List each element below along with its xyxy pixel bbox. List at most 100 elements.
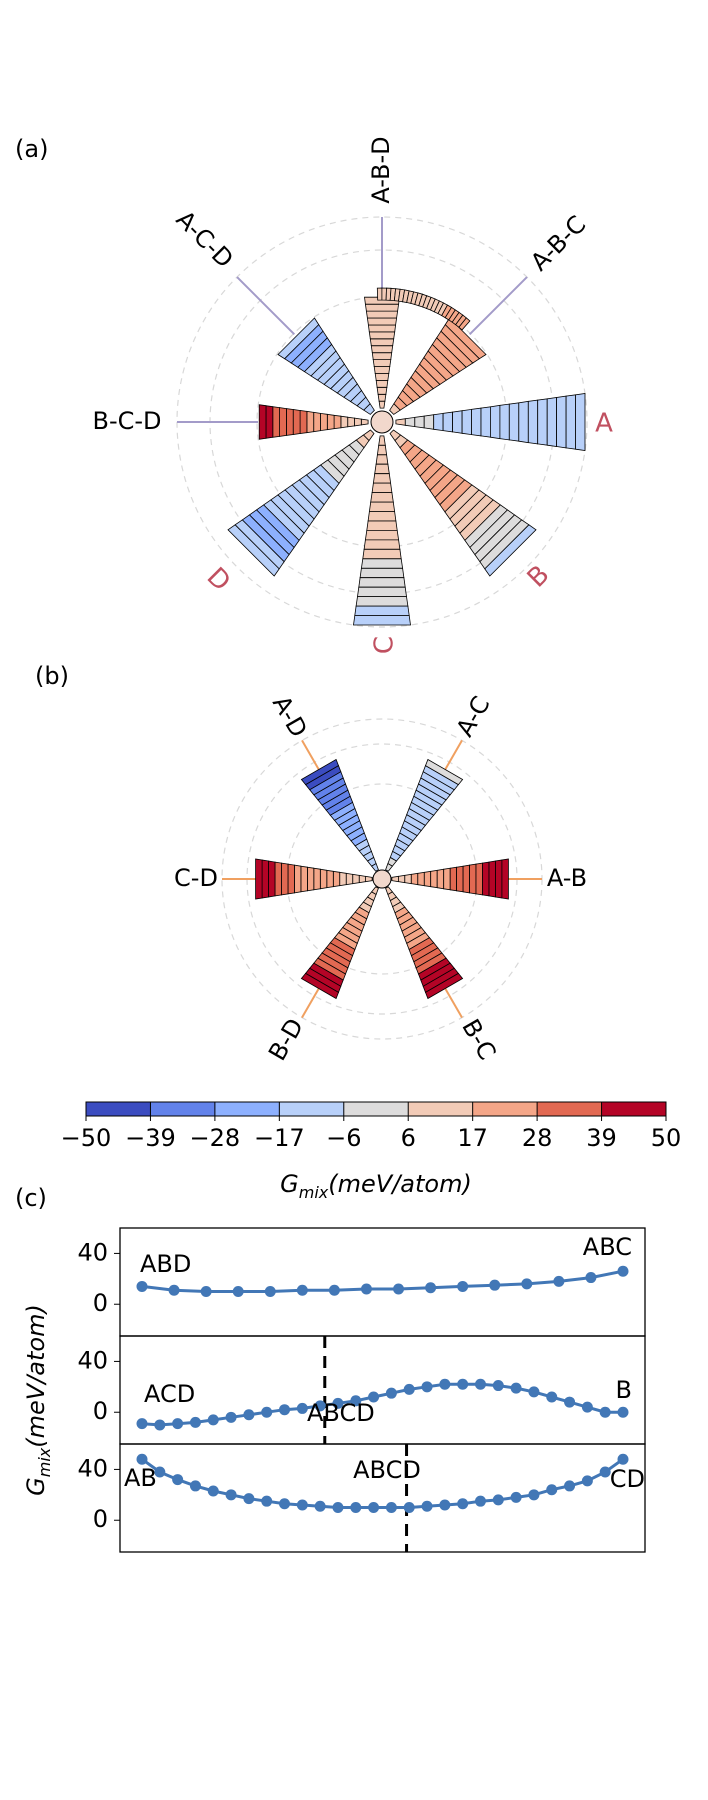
- wedge-segment: [293, 864, 302, 894]
- wedge-segment: [378, 435, 386, 446]
- wedge-segment: [319, 868, 328, 890]
- wedge-segment: [484, 524, 537, 577]
- colorbar-cell: [408, 1102, 474, 1116]
- wedge-segment: [495, 859, 503, 899]
- center-dot-b: [372, 869, 392, 889]
- wedge-segment: [365, 310, 399, 319]
- data-point: [564, 1396, 576, 1408]
- data-point: [492, 1494, 504, 1506]
- wedge-segment: [369, 338, 395, 347]
- wedge-segment: [279, 407, 287, 437]
- y-tick-label: 0: [93, 1397, 108, 1425]
- data-point: [553, 1275, 565, 1287]
- wedge-segment: [354, 605, 410, 616]
- data-point: [328, 1284, 340, 1296]
- data-point: [474, 1495, 486, 1507]
- spoke-a-d: [301, 739, 320, 771]
- wedge-segment: [575, 393, 586, 451]
- data-point: [207, 1414, 219, 1426]
- data-point: [261, 1406, 273, 1418]
- wedge-segment: [362, 548, 402, 560]
- plot-frame: [119, 1335, 646, 1445]
- data-point: [332, 1502, 344, 1514]
- wedge-segment: [482, 861, 490, 897]
- wedge-c-d: [255, 858, 373, 900]
- spoke-b-d: [301, 987, 320, 1019]
- middle-label: ABCD: [307, 1399, 375, 1427]
- arc-segment: [376, 287, 383, 301]
- wedge-segment: [378, 400, 386, 409]
- wedge-segment: [258, 404, 267, 440]
- wedge-segment: [499, 403, 510, 441]
- data-point: [189, 1416, 201, 1428]
- wedge-segment: [268, 860, 276, 898]
- colorbar-cell: [343, 1102, 409, 1116]
- label-b-d: B-D: [263, 1014, 309, 1066]
- y-tick-label: 0: [93, 1289, 108, 1317]
- wedge-segment: [358, 874, 367, 884]
- wedge-segment: [366, 520, 398, 531]
- colorbar: −50 −39 −28 −17 −6 6 17 28 39 50 Gmix(meV/atom): [61, 1101, 681, 1202]
- colorbar-tick-label: −6: [326, 1124, 361, 1152]
- wedge-segment: [371, 352, 393, 361]
- wedge-a-b-c: [389, 317, 487, 415]
- wedge-a-c: [385, 758, 464, 872]
- label-b-c-d: B-C-D: [92, 407, 161, 435]
- y-axis-label-rest: (meV/atom): [22, 1304, 50, 1448]
- wedge-segment: [358, 577, 406, 588]
- wedges-a: [227, 296, 586, 626]
- label-b-element: B: [522, 560, 556, 594]
- colorbar-label: Gmix(meV/atom): [280, 1170, 472, 1202]
- wedge-segment: [300, 758, 339, 786]
- data-point: [474, 1378, 486, 1390]
- data-point: [457, 1378, 469, 1390]
- data-point: [439, 1499, 451, 1511]
- wedge-segment: [375, 454, 389, 465]
- wedge-segment: [347, 416, 355, 428]
- wedge-segment: [360, 558, 404, 569]
- start-label: ACD: [144, 1380, 195, 1408]
- data-point: [581, 1401, 593, 1413]
- wedge-a-b-d: [364, 296, 400, 409]
- wedge-segment: [360, 418, 369, 426]
- data-point: [368, 1502, 380, 1514]
- label-b-c: B-C: [456, 1014, 501, 1064]
- middle-label: ABCD: [353, 1456, 421, 1484]
- label-a-element: A: [595, 409, 613, 439]
- data-point: [172, 1418, 184, 1430]
- data-point: [243, 1493, 255, 1505]
- data-point: [617, 1265, 629, 1277]
- wedge-segment: [326, 869, 334, 889]
- wedge-segment: [261, 859, 269, 899]
- data-point: [617, 1406, 629, 1418]
- wedge-segment: [471, 407, 482, 437]
- wedge-b: [389, 429, 537, 577]
- wedge-segment: [265, 405, 274, 439]
- data-point: [421, 1500, 433, 1512]
- wedge-segment: [272, 406, 281, 438]
- data-point: [425, 1282, 437, 1294]
- wedge-segment: [430, 869, 438, 889]
- data-point: [172, 1474, 184, 1486]
- arc-segment: [458, 317, 471, 331]
- center-dot-a: [370, 410, 394, 434]
- data-point: [421, 1381, 433, 1393]
- wedge-segment: [313, 411, 321, 433]
- data-point: [599, 1466, 611, 1478]
- data-point: [279, 1404, 291, 1416]
- y-tick-label: 40: [77, 1238, 108, 1266]
- wedge-segment: [397, 874, 406, 884]
- wedge-segment: [417, 871, 425, 887]
- data-point: [296, 1402, 308, 1414]
- label-c-element: C: [370, 636, 400, 654]
- spokes-a: [177, 217, 528, 423]
- data-point: [546, 1391, 558, 1403]
- data-point: [581, 1475, 593, 1487]
- wedge-segment: [488, 860, 496, 898]
- wedge-segment: [452, 410, 463, 434]
- wedge-segment: [433, 412, 444, 432]
- colorbar-label-rest: (meV/atom): [328, 1170, 472, 1198]
- wedge-segment: [436, 868, 445, 890]
- colorbar-cell: [601, 1102, 667, 1116]
